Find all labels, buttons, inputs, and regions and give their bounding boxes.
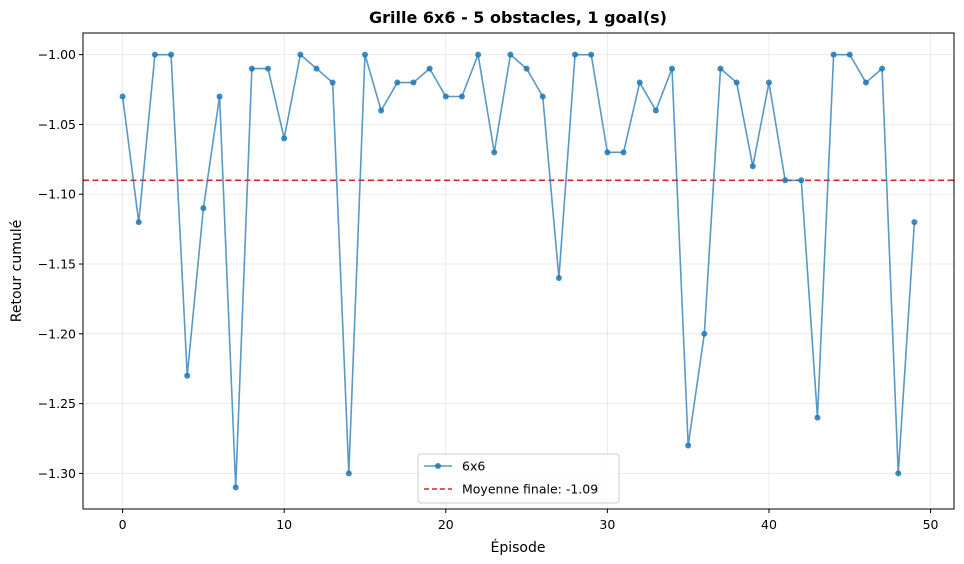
y-tick-label: −1.15 [38,257,76,272]
data-point [297,51,304,58]
data-point [911,219,918,226]
data-point [345,470,352,477]
y-axis-ticks: −1.30 −1.25 −1.20 −1.15 −1.10 −1.05 −1.00 [38,47,83,481]
data-point [879,65,886,72]
data-point [765,79,772,86]
data-point [733,79,740,86]
data-point [475,51,482,58]
data-point [749,163,756,170]
data-point [378,107,385,114]
legend: 6x6 Moyenne finale: -1.09 [417,453,620,504]
data-point [620,149,627,156]
data-point [814,414,821,421]
legend-series-marker [435,463,441,469]
grid [83,33,954,509]
data-point [895,470,902,477]
x-tick-label: 0 [119,517,127,532]
data-point [717,65,724,72]
data-point [313,65,320,72]
y-tick-label: −1.20 [38,326,76,341]
data-point [232,484,239,491]
data-point [281,135,288,142]
x-axis-ticks: 0 10 20 30 40 50 [119,509,939,532]
y-tick-label: −1.30 [38,466,76,481]
data-point [184,372,191,379]
data-point [539,93,546,100]
data-point [862,79,869,86]
data-point [685,442,692,449]
legend-box [417,453,620,504]
y-tick-label: −1.00 [38,47,76,62]
x-tick-label: 40 [761,517,777,532]
data-point [588,51,595,58]
data-point [830,51,837,58]
data-point [782,177,789,184]
x-axis-label: Épisode [491,539,546,556]
data-point [604,149,611,156]
data-point [507,51,514,58]
axes-frame [82,32,955,510]
data-point [846,51,853,58]
y-tick-label: −1.25 [38,396,76,411]
data-point [119,93,126,100]
x-tick-label: 10 [276,517,292,532]
data-point [168,51,175,58]
data-point [135,219,142,226]
data-point [652,107,659,114]
data-point [410,79,417,86]
legend-reference-label: Moyenne finale: -1.09 [462,482,598,497]
data-point [669,65,676,72]
data-point [394,79,401,86]
data-point [572,51,579,58]
data-point [458,93,465,100]
data-point [329,79,336,86]
data-point [701,330,708,337]
data-point [798,177,805,184]
data-point [426,65,433,72]
data-point [216,93,223,100]
y-tick-label: −1.10 [38,187,76,202]
data-point [442,93,449,100]
y-axis-label: Retour cumulé [9,220,25,322]
data-point [151,51,158,58]
y-tick-label: −1.05 [38,117,76,132]
data-point [200,205,207,212]
series-group [119,51,918,491]
chart-title: Grille 6x6 - 5 obstacles, 1 goal(s) [369,8,667,27]
data-point [636,79,643,86]
data-point [248,65,255,72]
data-point [555,274,562,281]
legend-series-label: 6x6 [462,459,485,474]
data-point [491,149,498,156]
data-point [265,65,272,72]
x-tick-label: 50 [923,517,939,532]
x-tick-label: 20 [438,517,454,532]
data-point [361,51,368,58]
x-tick-label: 30 [599,517,615,532]
data-point [523,65,530,72]
